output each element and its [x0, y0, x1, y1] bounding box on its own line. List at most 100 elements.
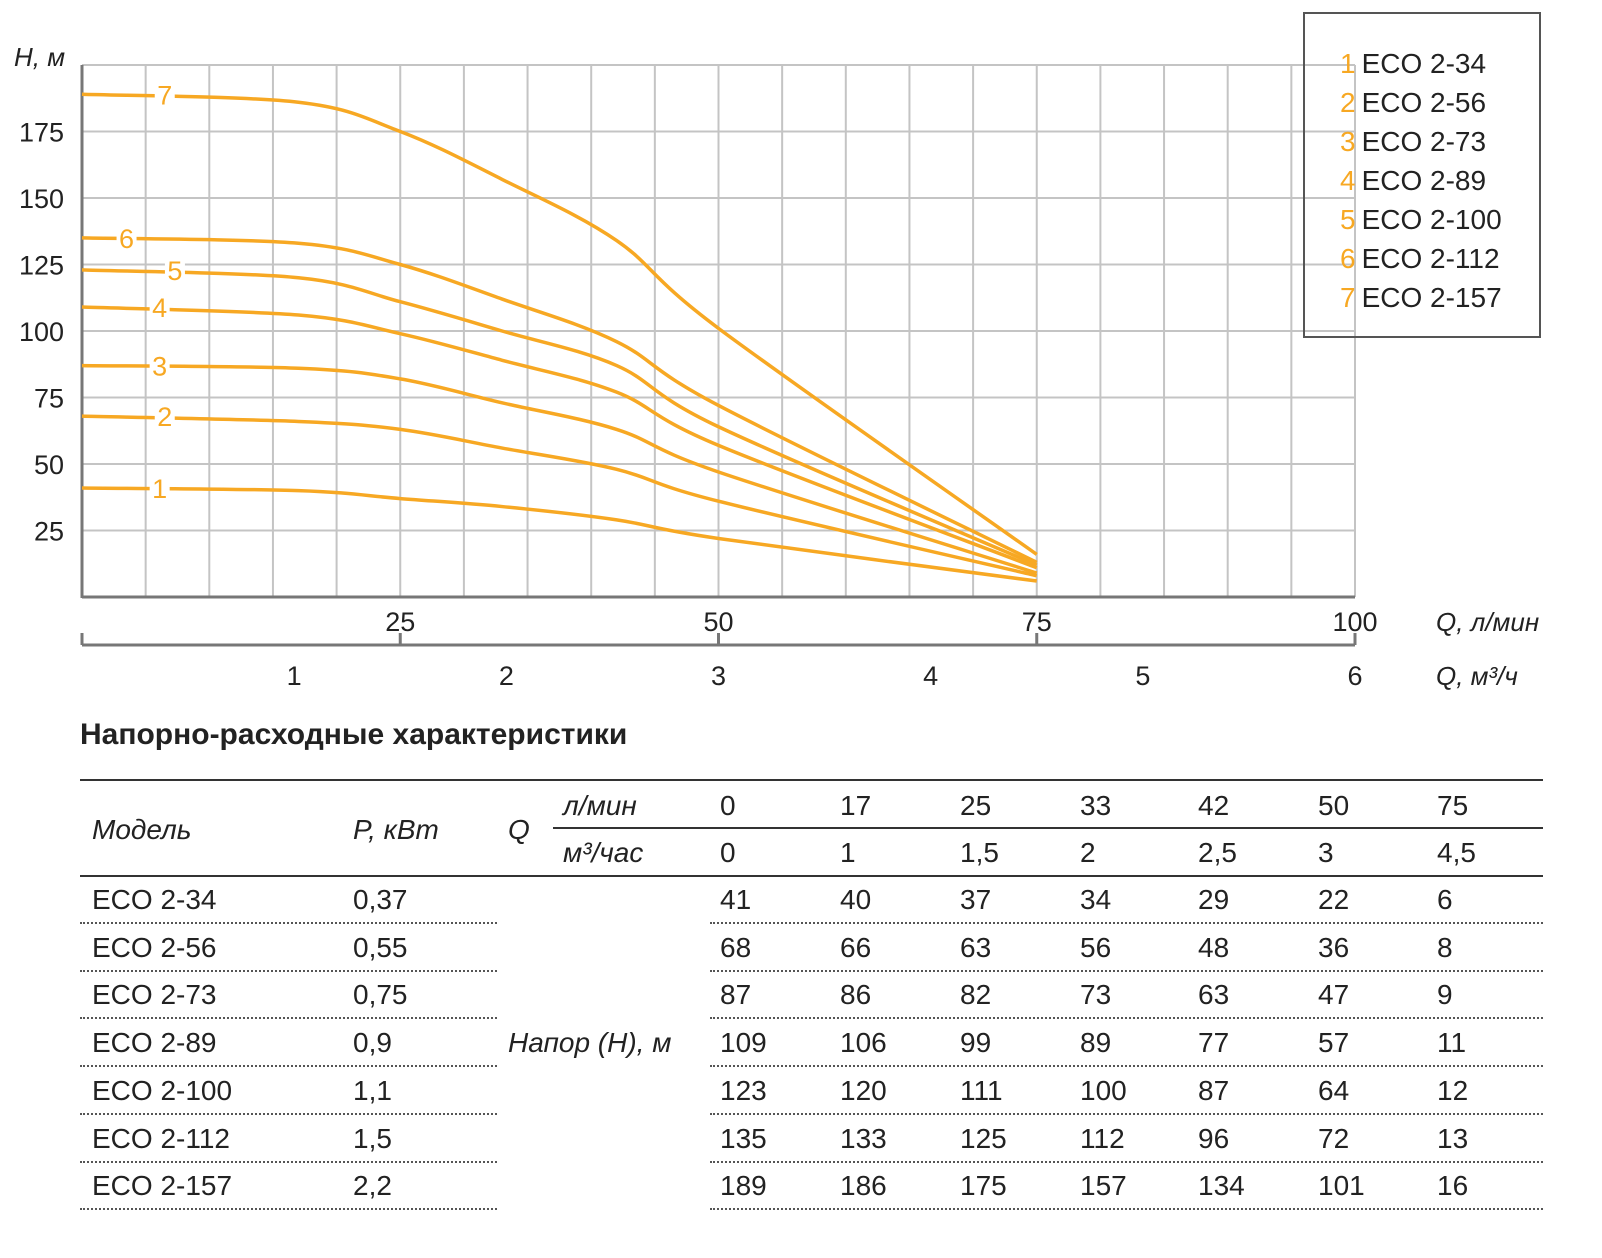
row-head-value: 189: [720, 1170, 767, 1202]
curve-label-6: 6: [119, 224, 134, 254]
curve-label-bg: [149, 471, 170, 504]
y-tick-label: 25: [34, 517, 64, 547]
table-top-border: [80, 779, 1543, 781]
row-head-value: 56: [1080, 931, 1112, 963]
curve-label-7: 7: [157, 80, 172, 110]
header-divider: [553, 827, 1543, 829]
row-head-value: 134: [1198, 1170, 1245, 1202]
table-title: Напорно-расходные характеристики: [80, 718, 628, 751]
row-divider: [80, 1017, 497, 1020]
header-bottom-border: [80, 875, 1543, 877]
legend-item: 1 ECO 2-34: [1305, 44, 1539, 83]
row-divider: [710, 969, 1543, 972]
header-q-lmin: 42: [1198, 790, 1230, 821]
row-divider: [710, 922, 1543, 924]
x2-tick-label: 3: [711, 661, 726, 691]
x-axis-title: Q, л/мин: [1436, 607, 1539, 637]
x-tick-label: 50: [703, 607, 733, 637]
row-head-value: 57: [1318, 1027, 1350, 1059]
row-divider: [80, 1065, 497, 1068]
curve-label-2: 2: [157, 402, 172, 432]
y-tick-label: 100: [19, 317, 64, 347]
row-head-value: 16: [1437, 1170, 1469, 1202]
row-power: 1,1: [353, 1074, 392, 1106]
row-power: 1,5: [353, 1122, 392, 1154]
header-power: P, кВт: [353, 814, 439, 845]
row-head-value: 133: [840, 1122, 887, 1154]
row-head-value: 34: [1080, 884, 1112, 915]
legend-label: ECO 2-34: [1361, 48, 1487, 79]
header-q-lmin: 25: [960, 790, 992, 821]
header-q-m3h: 2: [1080, 837, 1096, 868]
row-head-value: 87: [1198, 1074, 1230, 1106]
row-head-value: 66: [840, 931, 872, 963]
x2-tick-label: 6: [1347, 661, 1362, 691]
curve-label-bg: [149, 291, 170, 324]
row-divider: [710, 1208, 1543, 1211]
x2-tick-label: 5: [1135, 661, 1150, 691]
row-head-value: 106: [840, 1027, 887, 1059]
legend-number: 4: [1340, 165, 1356, 196]
row-head-value: 63: [1198, 979, 1230, 1011]
row-head-value: 6: [1437, 884, 1453, 915]
y-tick-label: 50: [34, 450, 64, 480]
curve-label-bg: [154, 78, 175, 111]
legend-item: 2 ECO 2-56: [1305, 83, 1539, 122]
header-q-m3h: 4,5: [1437, 837, 1476, 868]
header-q-lmin: 0: [720, 790, 736, 821]
x2-tick-label: 2: [499, 661, 514, 691]
row-head-value: 86: [840, 979, 872, 1011]
legend-label: ECO 2-157: [1361, 282, 1502, 313]
curve-3: [81, 363, 1038, 575]
legend-number: 3: [1340, 126, 1356, 157]
row-head-value: 36: [1318, 931, 1350, 963]
row-head-value: 135: [720, 1122, 767, 1154]
y-axis-title: H, м: [14, 42, 65, 72]
row-head-value: 48: [1198, 931, 1230, 963]
row-power: 0,75: [353, 979, 408, 1011]
row-power: 2,2: [353, 1170, 392, 1202]
header-q: Q: [508, 814, 530, 845]
row-head-value: 72: [1318, 1122, 1350, 1154]
header-q-lmin: 33: [1080, 790, 1112, 821]
legend-item: 7 ECO 2-157: [1305, 278, 1539, 317]
curve-1: [81, 486, 1037, 583]
curve-label-bg: [149, 349, 170, 382]
curve-2: [81, 414, 1038, 578]
row-head-value: 22: [1318, 884, 1350, 915]
row-head-value: 120: [840, 1074, 887, 1106]
legend-label: ECO 2-56: [1361, 87, 1487, 118]
x-tick-label: 25: [385, 607, 415, 637]
legend-label: ECO 2-112: [1361, 243, 1500, 274]
curve-label-bg: [116, 221, 137, 254]
legend-item: 3 ECO 2-73: [1305, 122, 1539, 161]
row-model: ECO 2-89: [92, 1027, 217, 1059]
y-tick-label: 175: [19, 118, 64, 148]
row-divider: [80, 1208, 497, 1211]
legend-item: 6 ECO 2-112: [1305, 239, 1539, 278]
curve-6: [81, 236, 1038, 564]
row-head-value: 96: [1198, 1122, 1230, 1154]
curve-label-bg: [164, 253, 185, 286]
row-head-value: 100: [1080, 1074, 1127, 1106]
row-head-value: 175: [960, 1170, 1007, 1202]
row-model: ECO 2-34: [92, 884, 217, 915]
row-model: ECO 2-100: [92, 1074, 233, 1106]
y-tick-label: 75: [34, 384, 64, 414]
legend-number: 6: [1340, 243, 1356, 274]
row-head-value: 40: [840, 884, 872, 915]
row-divider: [80, 1112, 497, 1115]
header-q-m3h: 1: [840, 837, 856, 868]
row-divider: [80, 969, 497, 972]
legend-label: ECO 2-73: [1361, 126, 1487, 157]
row-head-value: 82: [960, 979, 992, 1011]
legend-number: 5: [1340, 204, 1356, 235]
row-model: ECO 2-73: [92, 979, 217, 1011]
row-head-value: 157: [1080, 1170, 1127, 1202]
row-head-value: 8: [1437, 931, 1453, 963]
row-divider: [710, 1160, 1543, 1163]
row-power: 0,37: [353, 884, 408, 915]
y-tick-label: 125: [19, 251, 64, 281]
row-power: 0,9: [353, 1027, 392, 1059]
